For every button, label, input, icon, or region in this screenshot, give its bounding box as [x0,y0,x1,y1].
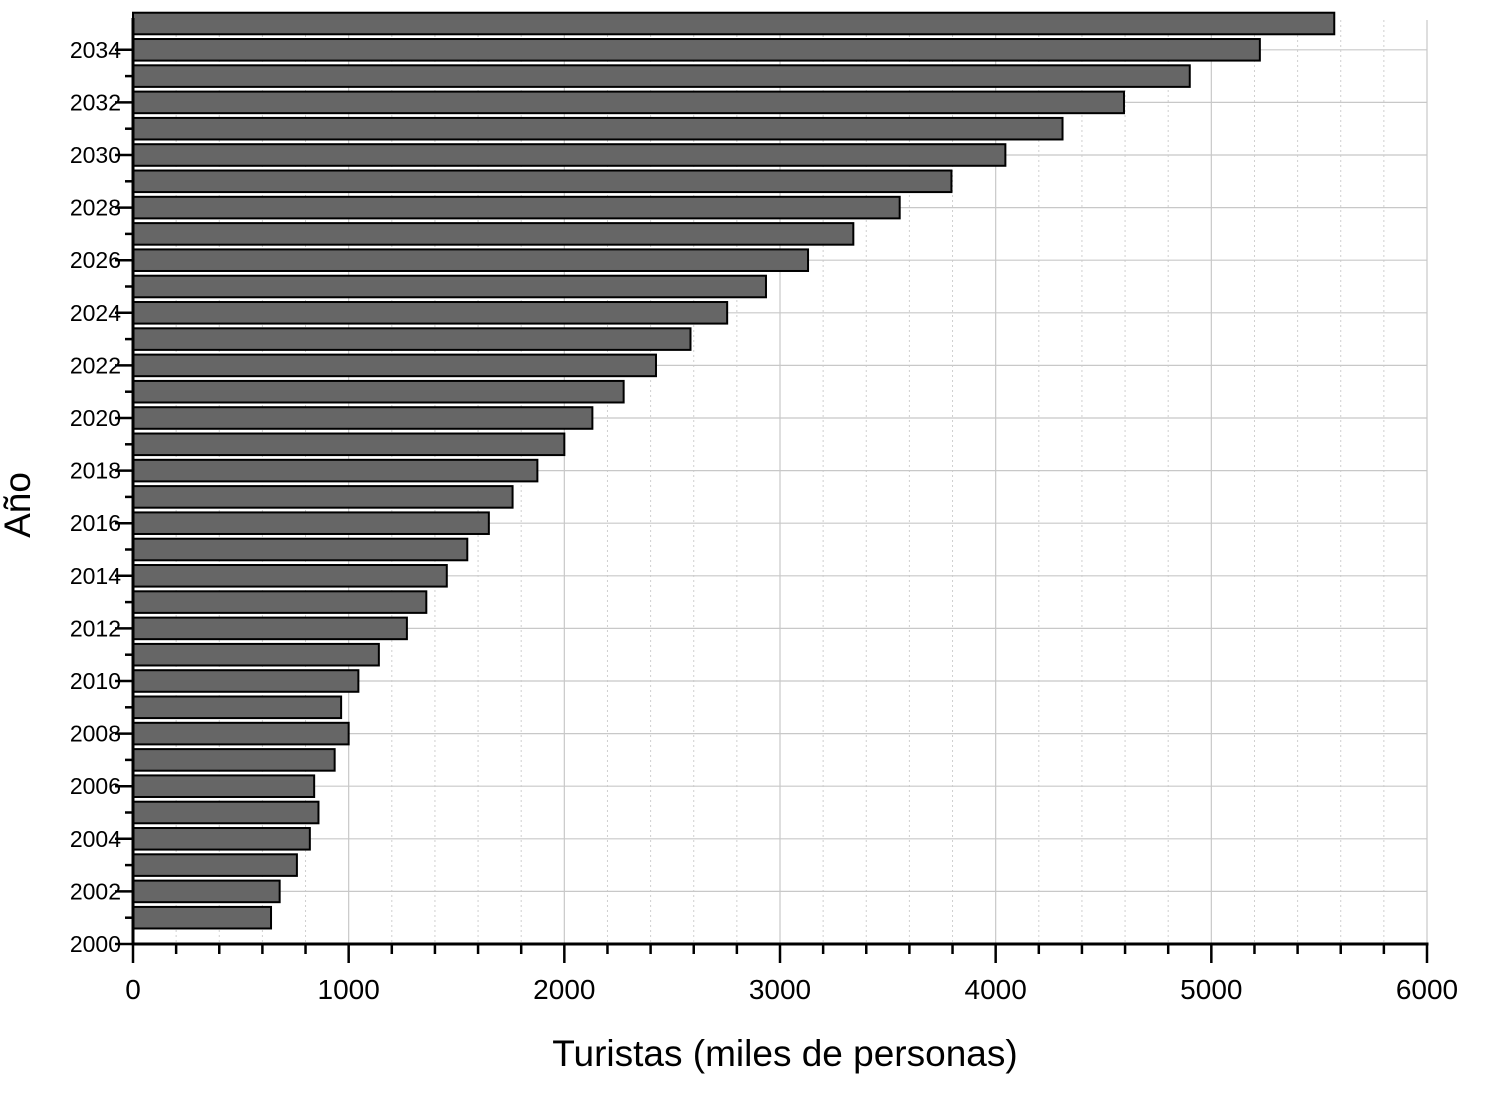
y-tick-label: 2020 [70,405,121,431]
y-tick-label: 2030 [70,142,121,168]
y-axis-title: Año [0,472,38,538]
y-tick-label: 2032 [70,89,121,115]
bar [132,564,448,588]
bar [132,748,336,772]
x-axis-ticks: 0 1000 2000 3000 4000 5000 6000 [125,944,1458,1005]
bar [132,379,625,404]
bar [132,827,311,851]
x-tick-label: 6000 [1396,974,1458,1005]
bar [132,905,273,930]
bar [132,721,350,746]
bar [132,432,566,457]
bar [132,38,1261,62]
bar [132,511,490,535]
bar [132,90,1125,115]
y-tick-label: 2004 [70,826,121,852]
x-tick-label: 2000 [533,974,595,1005]
bar [132,590,428,614]
bar [132,642,380,667]
bar [132,879,281,904]
bar [132,195,901,220]
bar [132,222,855,246]
bar [132,248,810,272]
bar [132,695,343,720]
y-tick-label: 2008 [70,721,121,747]
y-tick-label: 2026 [70,247,121,273]
bar [132,116,1064,141]
bars [132,11,1336,930]
y-tick-label: 2002 [70,878,121,904]
x-tick-label: 4000 [965,974,1027,1005]
bar [132,64,1191,88]
bar [132,169,953,194]
y-tick-label: 2024 [70,300,121,326]
y-tick-label: 2000 [70,931,121,957]
bar [132,800,320,825]
bar [132,353,657,378]
bar [132,143,1007,167]
bar [132,274,767,299]
x-tick-label: 1000 [318,974,380,1005]
y-tick-label: 2028 [70,195,121,221]
y-tick-label: 2010 [70,668,121,694]
y-axis-ticks: 2000 2002 2004 2006 2008 2010 2012 2014 2016 2018… [70,37,133,957]
bar [132,458,539,483]
x-tick-label: 3000 [749,974,811,1005]
bar [132,406,594,430]
bar [132,485,514,509]
y-tick-label: 2012 [70,615,121,641]
y-tick-label: 2016 [70,510,121,536]
bar [132,11,1336,36]
y-tick-label: 2006 [70,773,121,799]
y-tick-label: 2014 [70,563,121,589]
x-tick-label: 0 [125,974,141,1005]
x-axis-title: Turistas (miles de personas) [552,1033,1017,1074]
bar [132,537,469,562]
bar [132,616,408,641]
bar [132,301,729,325]
bar [132,327,692,351]
bar [132,669,360,693]
y-tick-label: 2018 [70,458,121,484]
y-tick-label: 2022 [70,352,121,378]
x-tick-label: 5000 [1180,974,1242,1005]
bar [132,853,298,877]
bar [132,774,316,798]
y-tick-label: 2034 [70,37,121,63]
